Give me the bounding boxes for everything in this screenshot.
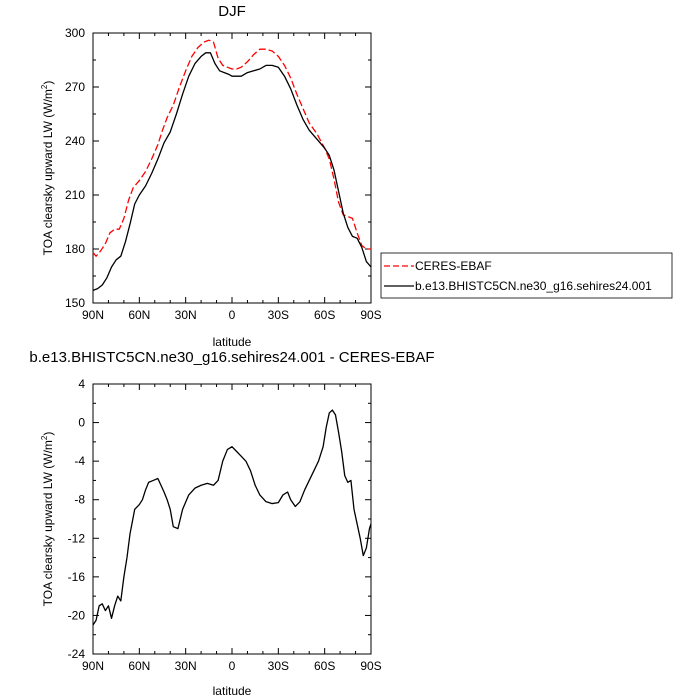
chart-bottom-y-axis-label-sup: 2 — [40, 435, 49, 440]
chart-top-y-axis-label-close: ) — [41, 81, 55, 85]
chart-top-series-line-0 — [92, 39, 371, 257]
chart-bottom-title: b.e13.BHISTC5CN.ne30_g16.sehires24.001 -… — [29, 349, 434, 366]
chart-top-y-axis-label: TOA clearsky upward LW (W/m2) — [40, 81, 55, 256]
chart-bottom-y-tick-label: -4 — [74, 454, 85, 468]
chart-bottom-x-axis-label: latitude — [213, 684, 252, 698]
chart-bottom-x-tick-label: 30S — [268, 659, 289, 673]
chart-bottom-y-tick-label: 4 — [78, 377, 85, 391]
chart-bottom: b.e13.BHISTC5CN.ne30_g16.sehires24.001 -… — [29, 349, 434, 698]
legend-label-ceres: CERES-EBAF — [415, 259, 492, 273]
legend-box — [380, 252, 673, 299]
chart-top-y-axis-label-sup: 2 — [40, 84, 49, 89]
chart-top-x-tick-label: 0 — [229, 308, 236, 322]
chart-top-y-tick-label: 180 — [65, 242, 85, 256]
chart-top-y-tick-labels: 150 180 210 240 270 300 — [65, 26, 85, 310]
chart-top-y-tick-label: 150 — [65, 296, 85, 310]
legend-label-model: b.e13.BHISTC5CN.ne30_g16.sehires24.001 — [415, 279, 652, 293]
chart-bottom-x-tick-label: 0 — [229, 659, 236, 673]
chart-top-x-axis-label: latitude — [213, 335, 252, 349]
chart-top-y-tick-label: 210 — [65, 188, 85, 202]
chart-bottom-y-tick-label: 0 — [78, 416, 85, 430]
chart-bottom-series-line-0 — [92, 409, 372, 626]
chart-top: DJF 90N 60N 30N 0 30S 60S 90S 150 180 210 240 270 3… — [40, 3, 673, 349]
chart-bottom-y-axis-label-close: ) — [41, 432, 55, 436]
chart-bottom-y-tick-label: -8 — [74, 493, 85, 507]
chart-top-title: DJF — [218, 3, 246, 20]
chart-bottom-plot-frame — [92, 383, 372, 655]
chart-bottom-y-tick-label: -12 — [68, 531, 86, 545]
chart-bottom-x-tick-label: 60S — [314, 659, 335, 673]
chart-bottom-x-tick-labels: 90N 60N 30N 0 30S 60S 90S — [82, 659, 382, 673]
chart-top-x-tick-label: 90S — [360, 308, 381, 322]
chart-top-series-line-1 — [92, 52, 372, 292]
chart-top-ticks — [92, 32, 372, 304]
chart-bottom-y-tick-labels: -24 -20 -16 -12 -8 -4 0 4 — [68, 377, 86, 661]
chart-top-series — [92, 39, 372, 292]
chart-bottom-y-tick-label: -24 — [68, 647, 86, 661]
chart-top-plot-frame — [92, 32, 372, 304]
chart-bottom-x-tick-label: 60N — [128, 659, 150, 673]
chart-bottom-y-tick-label: -20 — [68, 608, 86, 622]
chart-top-x-tick-label: 60N — [128, 308, 150, 322]
chart-bottom-ticks — [92, 383, 372, 655]
chart-bottom-x-tick-label: 30N — [175, 659, 197, 673]
chart-top-y-tick-label: 300 — [65, 26, 85, 40]
chart-top-legend: CERES-EBAF b.e13.BHISTC5CN.ne30_g16.sehi… — [380, 252, 673, 299]
chart-bottom-x-tick-label: 90S — [360, 659, 381, 673]
chart-bottom-series — [92, 409, 372, 626]
chart-top-x-tick-label: 60S — [314, 308, 335, 322]
chart-top-y-tick-label: 270 — [65, 80, 85, 94]
chart-bottom-x-tick-label: 90N — [82, 659, 104, 673]
chart-bottom-y-axis-label: TOA clearsky upward LW (W/m2) — [40, 432, 55, 607]
chart-top-x-tick-label: 30N — [175, 308, 197, 322]
chart-top-x-tick-label: 30S — [268, 308, 289, 322]
chart-top-y-axis-label-text: TOA clearsky upward LW (W/m — [41, 89, 55, 255]
chart-bottom-y-tick-label: -16 — [68, 570, 86, 584]
chart-top-x-tick-labels: 90N 60N 30N 0 30S 60S 90S — [82, 308, 382, 322]
chart-bottom-y-axis-label-text: TOA clearsky upward LW (W/m — [41, 440, 55, 606]
chart-top-y-tick-label: 240 — [65, 134, 85, 148]
chart-top-x-tick-label: 90N — [82, 308, 104, 322]
